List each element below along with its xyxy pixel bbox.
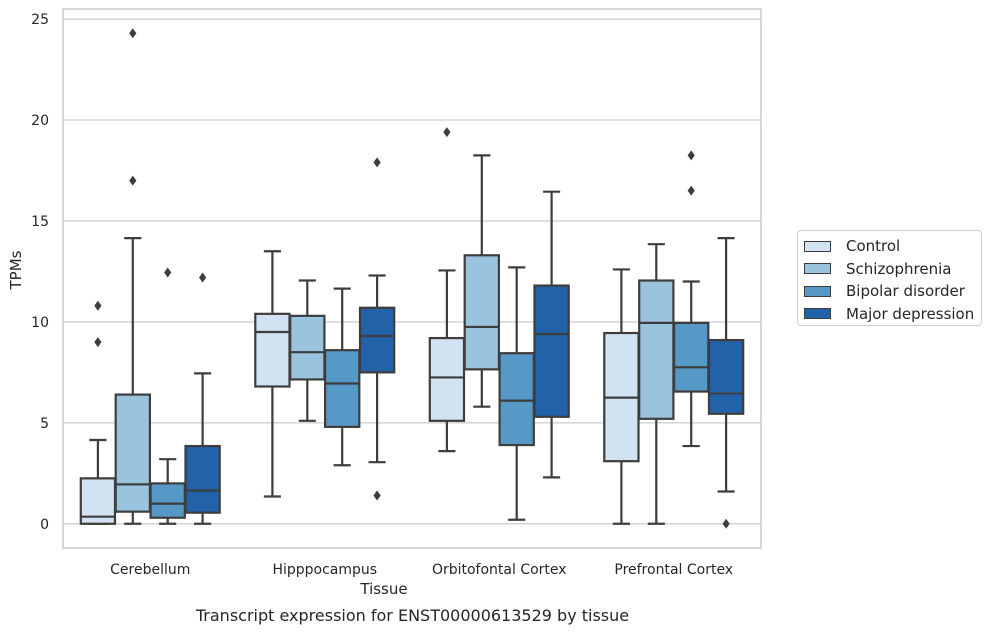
outlier-point [443,127,451,138]
legend-swatch [804,263,831,275]
outlier-point [687,150,695,161]
box-bipolar-disorder [323,287,361,467]
y-tick-label: 25 [31,12,49,28]
box-control [79,300,117,525]
legend: Control Schizophrenia Bipolar disorder Majo… [797,230,982,326]
box-iqr [184,444,221,514]
box-control [603,268,640,525]
outlier-point [129,175,137,186]
box-major-depression [184,272,221,525]
box-iqr [498,352,535,447]
box-iqr [289,314,326,381]
outlier-point [94,300,102,311]
y-axis-title: TPMs [7,250,25,290]
outlier-point [199,272,207,283]
legend-item: Major depression [798,303,981,326]
box-major-depression [358,157,396,501]
legend-label: Major depression [846,304,975,323]
outlier-point [94,337,102,348]
y-tick-label: 20 [31,113,49,129]
x-tick-labels: Cerebellum Hipppocampus Orbitofontal Corte… [110,562,733,578]
box-control [254,250,291,498]
box-schizophrenia [638,243,675,525]
box-iqr [358,306,396,374]
outlier-point [129,28,137,39]
box-schizophrenia [289,279,326,422]
x-tick-label: Cerebellum [110,562,190,578]
legend-swatch [804,285,831,297]
box-control [428,127,466,453]
grid-lines [63,18,761,525]
box-iqr [114,393,152,513]
legend-label: Schizophrenia [846,259,952,278]
box-major-depression [533,190,570,479]
box-bipolar-disorder [672,150,710,448]
box-major-depression [707,237,745,529]
box-iqr [323,349,361,428]
x-axis-title: Tissue [359,580,407,598]
legend-swatch [804,240,831,252]
box-schizophrenia [463,154,501,408]
y-tick-label: 0 [40,517,49,533]
x-tick-label: Orbitofontal Cortex [432,562,567,578]
outlier-point [164,267,172,278]
y-tick-labels: 0 5 10 15 20 25 [31,12,49,533]
box-iqr [254,312,291,388]
outlier-point [687,185,695,196]
legend-item: Bipolar disorder [798,280,981,303]
box-bipolar-disorder [498,266,535,521]
outlier-point [373,490,381,501]
outlier-point [373,157,381,168]
plot-frame [62,8,762,549]
box-schizophrenia [114,28,152,525]
legend-item: Schizophrenia [798,258,981,281]
figure-caption: Transcript expression for ENST0000061352… [195,606,630,625]
box-layer [79,28,745,529]
x-tick-label: Prefrontal Cortex [614,562,733,578]
x-tick-label: Hipppocampus [272,562,377,578]
box-iqr [672,321,710,393]
box-iqr [707,338,745,415]
box-iqr [463,254,501,371]
outlier-point [722,518,730,529]
legend-label: Control [846,237,901,256]
legend-swatch [804,308,831,320]
box-iqr [533,284,570,418]
y-tick-label: 5 [40,416,49,432]
box-bipolar-disorder [149,267,186,525]
box-iqr [638,279,675,420]
box-iqr [428,336,466,422]
y-tick-label: 15 [31,214,49,230]
legend-item: Control [798,235,981,258]
legend-label: Bipolar disorder [846,282,965,301]
y-tick-label: 10 [31,315,49,331]
box-iqr [149,482,186,519]
